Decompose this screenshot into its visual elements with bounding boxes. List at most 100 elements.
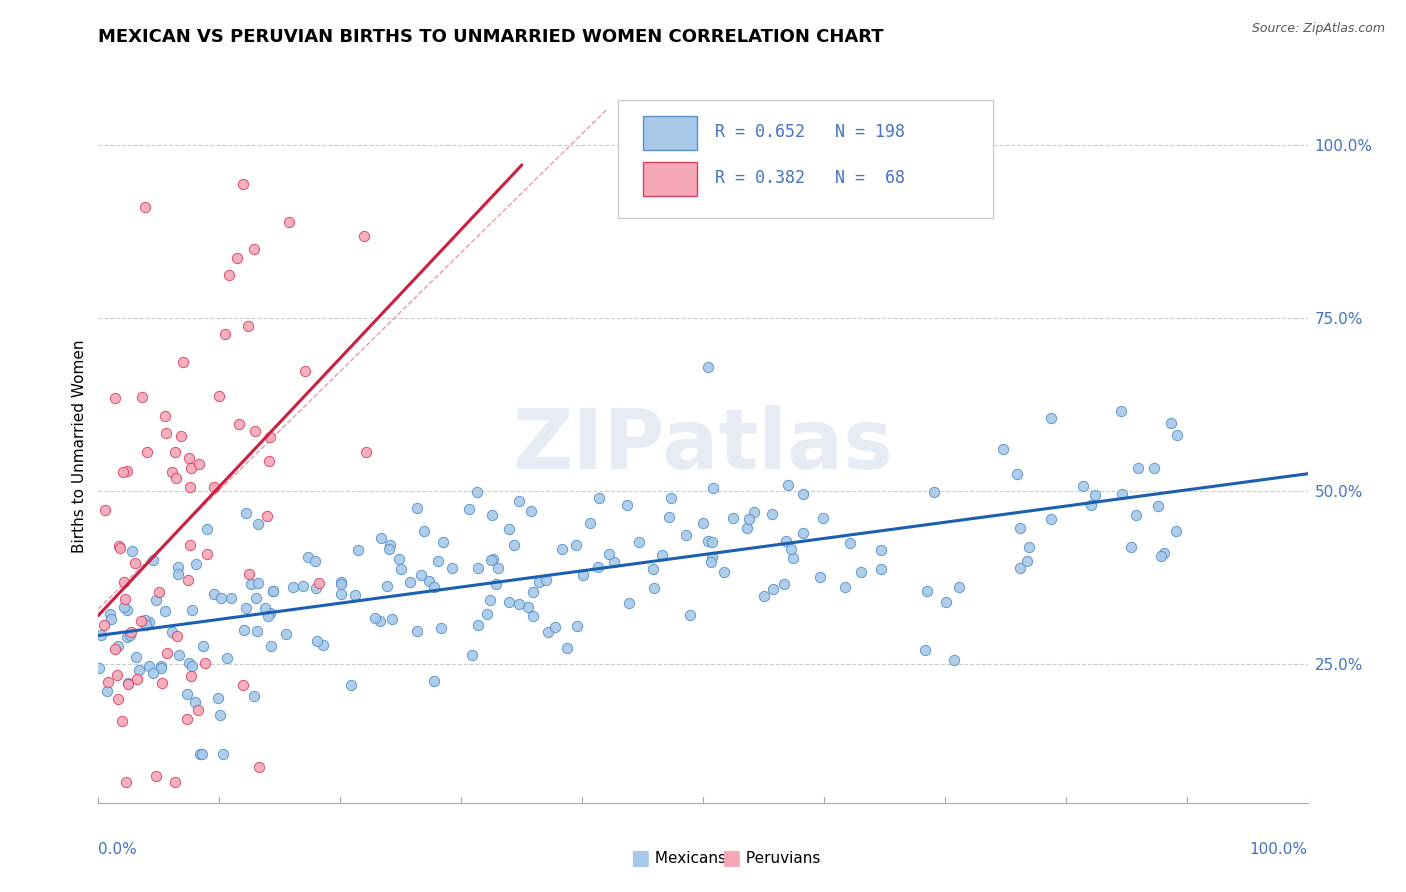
Point <box>217 651 239 665</box>
Point <box>208 388 231 402</box>
Point <box>240 576 263 591</box>
Point <box>235 601 257 615</box>
Text: Mexicans: Mexicans <box>650 851 725 865</box>
Point <box>167 648 190 662</box>
Point <box>498 522 520 536</box>
Point <box>603 555 626 569</box>
Point <box>696 534 718 549</box>
Point <box>377 579 399 593</box>
Point <box>90 628 112 642</box>
Point <box>675 528 697 542</box>
Point <box>478 592 501 607</box>
Y-axis label: Births to Unmarried Women: Births to Unmarried Women <box>72 339 87 553</box>
Point <box>702 481 724 495</box>
Point <box>915 584 938 599</box>
Text: R = 0.652   N = 198: R = 0.652 N = 198 <box>716 123 905 141</box>
Point <box>228 417 250 432</box>
Point <box>1039 511 1062 525</box>
Point <box>160 624 183 639</box>
Point <box>598 548 620 562</box>
Point <box>134 200 156 214</box>
Point <box>1125 508 1147 522</box>
Point <box>537 624 560 639</box>
Point <box>628 534 651 549</box>
Point <box>93 617 115 632</box>
Point <box>218 268 240 282</box>
Point <box>870 542 893 557</box>
Point <box>692 516 714 530</box>
Point <box>105 668 128 682</box>
Point <box>163 445 186 459</box>
Point <box>808 570 831 584</box>
Point <box>744 505 766 519</box>
Point <box>138 615 160 629</box>
Text: 0.0%: 0.0% <box>98 842 138 857</box>
Point <box>98 607 121 621</box>
Point <box>256 509 278 524</box>
Point <box>1008 521 1031 535</box>
Text: ■: ■ <box>721 848 741 868</box>
Point <box>176 574 198 588</box>
Point <box>195 547 218 561</box>
Point <box>457 502 479 516</box>
Point <box>516 599 538 614</box>
Point <box>378 542 401 557</box>
Point <box>475 607 498 622</box>
Point <box>353 229 375 244</box>
Point <box>370 531 392 545</box>
Point <box>115 630 138 644</box>
Point <box>238 567 260 582</box>
Point <box>193 639 215 653</box>
Text: Peruvians: Peruvians <box>741 851 820 865</box>
Point <box>167 567 190 582</box>
Point <box>212 747 235 762</box>
Point <box>378 538 401 552</box>
Point <box>184 557 207 571</box>
Point <box>169 429 191 443</box>
Point <box>180 669 202 683</box>
Point <box>441 561 464 575</box>
Point <box>179 480 201 494</box>
Point <box>281 580 304 594</box>
Point <box>172 355 194 369</box>
Point <box>249 760 271 774</box>
Point <box>413 524 436 538</box>
Point <box>411 567 433 582</box>
Point <box>194 657 217 671</box>
Point <box>572 568 595 582</box>
Point <box>398 574 420 589</box>
Point <box>294 364 316 378</box>
Point <box>134 614 156 628</box>
Point <box>187 703 209 717</box>
Point <box>246 575 269 590</box>
Point <box>226 251 249 265</box>
Point <box>145 593 167 607</box>
Point <box>1005 467 1028 481</box>
Point <box>432 534 454 549</box>
Point <box>236 319 259 334</box>
Point <box>117 676 139 690</box>
Point <box>329 587 352 601</box>
Point <box>243 689 266 703</box>
Point <box>142 666 165 681</box>
Point <box>262 583 284 598</box>
Point <box>257 609 280 624</box>
Point <box>276 626 298 640</box>
Point <box>406 501 429 516</box>
Point <box>565 538 588 552</box>
Point <box>142 553 165 567</box>
Point <box>94 503 117 517</box>
Point <box>1017 554 1039 568</box>
Point <box>305 581 328 595</box>
Point <box>485 577 508 591</box>
Point <box>214 327 236 342</box>
Point <box>155 425 177 440</box>
Point <box>423 580 446 594</box>
Point <box>700 534 723 549</box>
Point <box>304 554 326 568</box>
Point <box>262 584 284 599</box>
Point <box>163 775 186 789</box>
Point <box>259 430 281 444</box>
Text: R = 0.382   N =  68: R = 0.382 N = 68 <box>716 169 905 187</box>
Point <box>754 589 776 603</box>
